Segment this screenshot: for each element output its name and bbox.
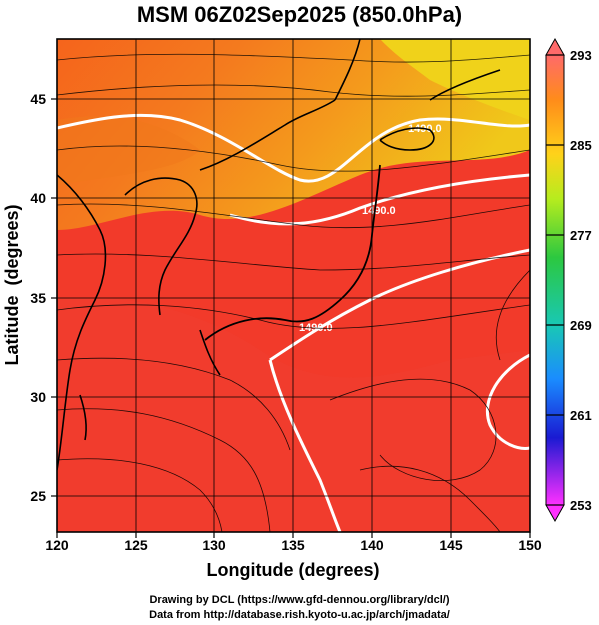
tick-marks bbox=[51, 98, 531, 538]
y-tick-label: 40 bbox=[30, 190, 46, 206]
y-tick-label: 45 bbox=[30, 91, 46, 107]
y-tick-label: 35 bbox=[30, 290, 46, 306]
x-tick-label: 150 bbox=[518, 537, 542, 553]
coastline-sakhalin-kurils bbox=[334, 39, 501, 101]
credit-drawing: Drawing by DCL (https://www.gfd-dennou.o… bbox=[149, 594, 450, 606]
colorbar-tick-label: 277 bbox=[570, 228, 592, 243]
map-field: 1490.0 1490.0 1490.0 bbox=[57, 39, 530, 532]
colorbar-tick-label: 285 bbox=[570, 138, 592, 153]
colorbar-body bbox=[545, 54, 565, 506]
coastline-china bbox=[57, 174, 107, 471]
map-grid bbox=[57, 39, 530, 532]
southern-warm-region bbox=[57, 297, 530, 532]
coastline-korea bbox=[124, 177, 198, 316]
orange-band bbox=[57, 116, 200, 185]
x-tick-label: 130 bbox=[202, 537, 226, 553]
height-contour-south bbox=[269, 248, 530, 362]
coastline-primorye bbox=[199, 99, 336, 171]
y-axis-label: Latitude (degrees) bbox=[2, 204, 22, 365]
height-contour-middle bbox=[229, 173, 530, 226]
coastline-taiwan bbox=[79, 394, 87, 441]
x-axis-label: Longitude (degrees) bbox=[206, 560, 379, 580]
yellow-region bbox=[380, 39, 530, 120]
y-tick-label: 30 bbox=[30, 389, 46, 405]
contour-label-1: 1490.0 bbox=[362, 205, 396, 217]
x-tick-label: 145 bbox=[439, 537, 463, 553]
x-tick-label: 120 bbox=[45, 537, 69, 553]
colorbar-bottom-arrow bbox=[545, 504, 565, 523]
chart-title: MSM 06Z02Sep2025 (850.0hPa) bbox=[136, 2, 463, 27]
colorbar: 293 285 277 269 261 253 bbox=[545, 37, 592, 523]
height-contour-high bbox=[485, 353, 530, 450]
x-tick-label: 140 bbox=[360, 537, 384, 553]
y-tick-label: 25 bbox=[30, 488, 46, 504]
colorbar-tick-label: 261 bbox=[570, 408, 592, 423]
colorbar-tick-label: 269 bbox=[570, 318, 592, 333]
coastline-kyushu-hokkaido bbox=[199, 127, 435, 376]
height-contour-north bbox=[57, 113, 530, 183]
northern-cooler-region bbox=[57, 39, 530, 230]
x-tick-label: 125 bbox=[124, 537, 148, 553]
credit-data-source: Data from http://database.rish.kyoto-u.a… bbox=[149, 609, 450, 621]
colorbar-top-arrow bbox=[545, 37, 565, 56]
coastline-honshu bbox=[204, 164, 381, 341]
colorbar-tick-label: 293 bbox=[570, 48, 592, 63]
x-tick-label: 135 bbox=[281, 537, 305, 553]
height-contour-east-trough bbox=[268, 359, 342, 532]
colorbar-tick-label: 253 bbox=[570, 498, 592, 513]
